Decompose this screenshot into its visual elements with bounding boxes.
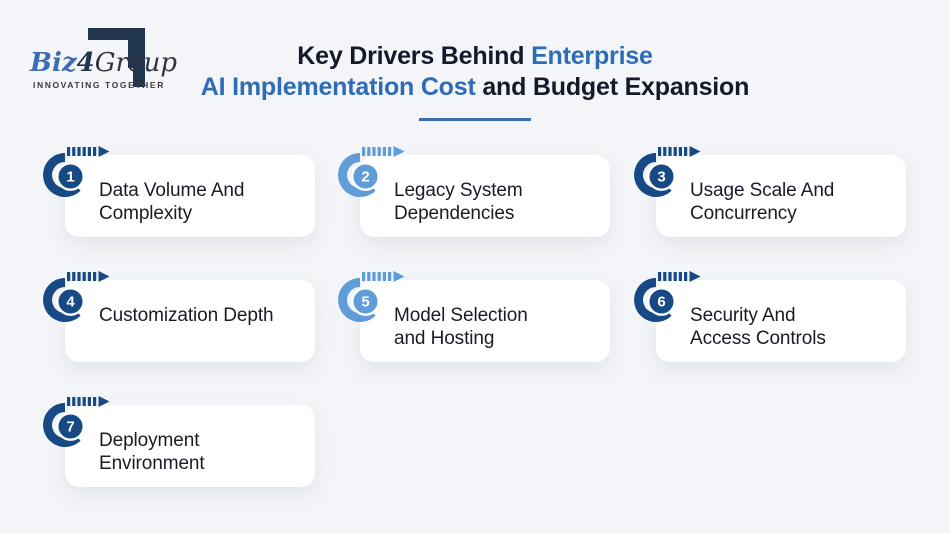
logo-wordmark: Biz4Group [30,48,177,78]
label-line-1: Security And [690,305,796,326]
driver-card-label: Data Volume And Complexity [99,179,305,225]
title-line2-accent: AI Implementation Cost [200,73,476,101]
label-line-2: and Hosting [394,328,495,349]
badge-arc-arrow-icon: 5 [338,271,405,322]
label-line-1: Usage Scale And [690,180,835,201]
driver-card-1: 1 Data Volume And Complexity [43,146,315,237]
label-line-1: Customization Depth [99,305,274,326]
title-line1-dark: Key Drivers Behind [297,42,525,70]
logo-tagline: INNOVATING TOGETHER [33,80,165,90]
badge-arc-arrow-icon: 1 [43,146,110,197]
svg-text:1: 1 [66,169,74,186]
driver-card-label: Deployment Environment [99,429,305,475]
logo-mark-bottom-bar [133,66,145,87]
driver-card-5: 5 Model Selection and Hosting [338,271,610,362]
page-title: Key Drivers Behind Enterprise AI Impleme… [0,41,950,103]
badge-arc-arrow-icon: 2 [338,146,405,197]
svg-text:4: 4 [66,294,75,311]
title-underline [419,118,531,121]
logo-mark-top-bar [88,28,133,40]
svg-text:2: 2 [361,169,369,186]
number-badge-7: 7 [41,395,113,453]
number-badge-6: 6 [632,270,704,328]
driver-card-4: 4 Customization Depth [43,271,315,362]
label-line-1: Data Volume And [99,180,245,201]
number-badge-2: 2 [336,145,408,203]
label-line-1: Deployment [99,430,200,451]
driver-card-3: 3 Usage Scale And Concurrency [634,146,906,237]
title-line2-dark: and Budget Expansion [482,73,750,101]
svg-text:3: 3 [657,169,665,186]
badge-arc-arrow-icon: 4 [43,271,110,322]
svg-text:7: 7 [66,419,74,436]
driver-card-label: Security And Access Controls [690,304,896,350]
number-badge-5: 5 [336,270,408,328]
svg-text:6: 6 [657,294,665,311]
biz4group-logo: Biz4Group INNOVATING TOGETHER [22,14,177,94]
label-line-2: Complexity [99,203,192,224]
driver-card-label: Usage Scale And Concurrency [690,179,896,225]
driver-card-6: 6 Security And Access Controls [634,271,906,362]
driver-card-2: 2 Legacy System Dependencies [338,146,610,237]
logo-mark-right-bar [128,28,145,68]
number-badge-4: 4 [41,270,113,328]
label-line-2: Access Controls [690,328,826,349]
title-line1-accent: Enterprise [531,42,653,70]
label-line-1: Model Selection [394,305,528,326]
badge-arc-arrow-icon: 7 [43,396,110,447]
title-line-2: AI Implementation Cost and Budget Expans… [0,72,950,103]
svg-text:5: 5 [361,294,369,311]
number-badge-1: 1 [41,145,113,203]
title-line-1: Key Drivers Behind Enterprise [0,41,950,72]
badge-arc-arrow-icon: 6 [634,271,701,322]
label-line-1: Legacy System [394,180,523,201]
logo-word-4: 4 [76,48,95,78]
logo-word-group: Group [94,48,177,78]
number-badge-3: 3 [632,145,704,203]
driver-card-label: Legacy System Dependencies [394,179,600,225]
driver-card-7: 7 Deployment Environment [43,396,315,487]
logo-bracket-mark-icon [88,28,145,88]
badge-arc-arrow-icon: 3 [634,146,701,197]
logo-word-biz: Biz [30,48,77,78]
label-line-2: Concurrency [690,203,797,224]
driver-card-label: Model Selection and Hosting [394,304,600,350]
driver-card-label: Customization Depth [99,304,305,327]
label-line-2: Dependencies [394,203,515,224]
label-line-2: Environment [99,453,205,474]
